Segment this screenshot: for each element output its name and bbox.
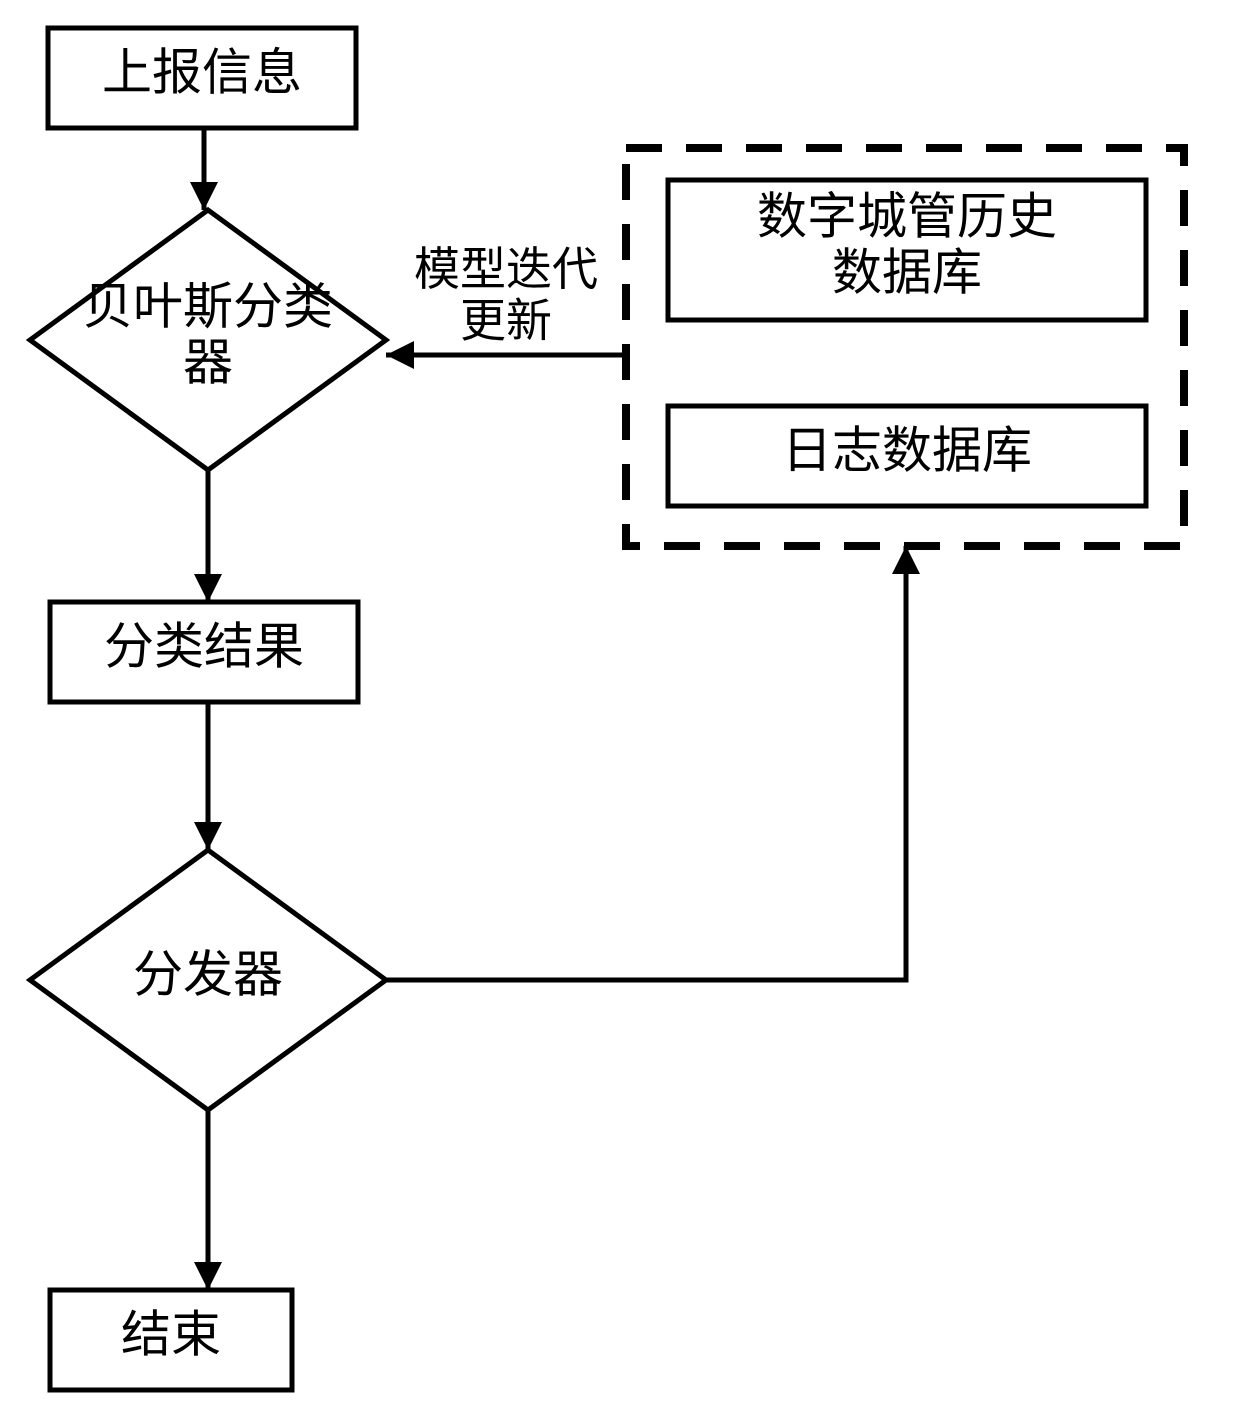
node-label-line: 分发器 bbox=[133, 946, 283, 1002]
flow-edge bbox=[386, 546, 906, 980]
edge-label-line: 模型迭代 bbox=[414, 244, 598, 295]
node-label-line: 数据库 bbox=[832, 244, 982, 300]
node-label-line: 分类结果 bbox=[104, 618, 304, 674]
arrowhead-icon bbox=[194, 822, 222, 850]
arrowhead-icon bbox=[892, 546, 920, 574]
arrowhead-icon bbox=[194, 1262, 222, 1290]
edge-label-line: 更新 bbox=[460, 295, 552, 346]
node-label-line: 贝叶斯分类 bbox=[83, 278, 333, 334]
node-label-line: 器 bbox=[183, 334, 233, 390]
node-label-line: 日志数据库 bbox=[782, 422, 1032, 478]
node-label-line: 上报信息 bbox=[102, 44, 302, 100]
arrowhead-icon bbox=[386, 341, 414, 369]
arrowhead-icon bbox=[190, 182, 218, 210]
flowchart-canvas: 模型迭代更新 上报信息贝叶斯分类器分类结果分发器结束 数字城管历史数据库日志数据库 bbox=[0, 0, 1240, 1423]
node-label-line: 结束 bbox=[121, 1306, 221, 1362]
node-label-line: 数字城管历史 bbox=[757, 188, 1057, 244]
arrowhead-icon bbox=[194, 574, 222, 602]
